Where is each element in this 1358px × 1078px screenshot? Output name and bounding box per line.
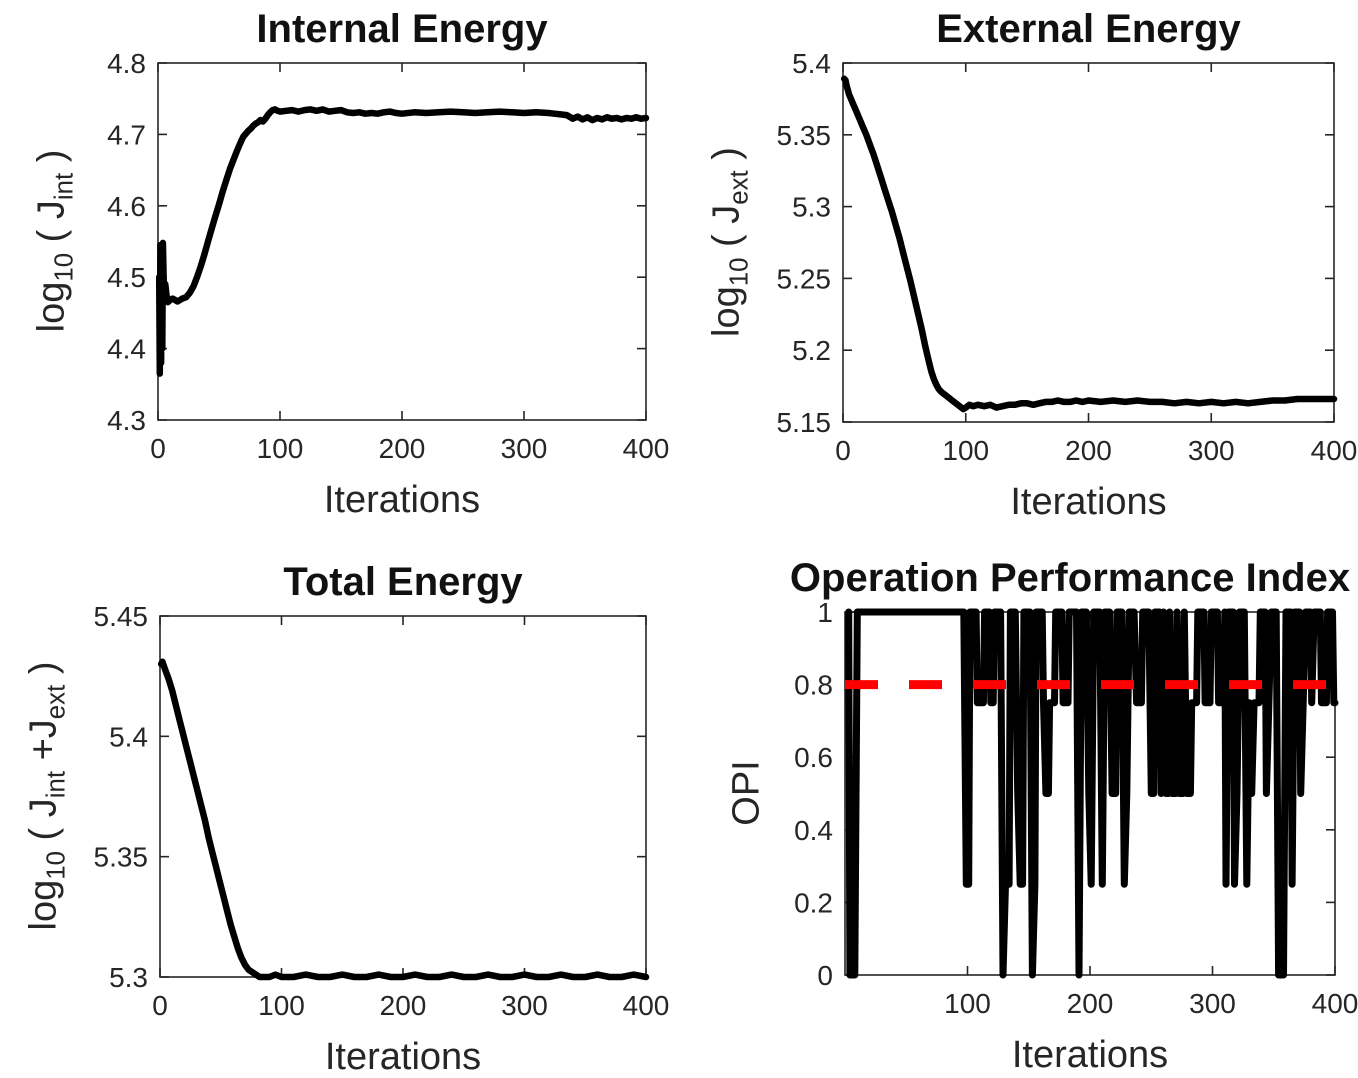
subplot-internal-energy: Internal Energy log10 ( Jint ) Iteration… [0, 0, 679, 539]
chart-title: External Energy [936, 7, 1241, 51]
y-tick-label: 4.7 [107, 119, 146, 150]
y-tick-label: 4.4 [107, 334, 146, 365]
data-curve [155, 106, 650, 377]
data-curve [157, 658, 650, 981]
y-tick-label: 5.35 [777, 120, 832, 151]
y-tick-label: 0 [817, 960, 833, 991]
x-tick-label: 0 [152, 990, 168, 1021]
y-tick-label: 5.45 [94, 601, 149, 632]
y-tick-label: 4.5 [107, 262, 146, 293]
plot-area: 100 200 300 400 0 0.2 0.4 0.6 0.8 1 [794, 597, 1358, 1019]
x-tick-label: 0 [835, 435, 851, 466]
data-curve [845, 608, 1339, 979]
x-tick-label: 400 [1312, 988, 1358, 1019]
x-tick-label: 300 [1189, 988, 1236, 1019]
subplot-external-energy: External Energy log10 ( Jext ) Iteration… [679, 0, 1358, 539]
y-tick-label: 4.3 [107, 405, 146, 436]
subplot-total-energy: Total Energy log10 ( Jint +Jext ) Iterat… [0, 539, 679, 1078]
x-tick-label: 400 [623, 433, 670, 464]
x-tick-label: 400 [623, 990, 670, 1021]
x-tick-label: 400 [1311, 435, 1358, 466]
y-tick-label: 5.15 [777, 407, 832, 438]
x-tick-label: 100 [944, 988, 991, 1019]
plot-area: 0 100 200 300 400 5.3 5.35 5.4 5.45 [94, 601, 670, 1021]
x-tick-label: 300 [501, 433, 548, 464]
y-tick-label: 0.8 [794, 670, 833, 701]
x-tick-label: 300 [1188, 435, 1235, 466]
y-tick-label: 5.25 [777, 263, 832, 294]
subplot-opi: Operation Performance Index OPI Iteratio… [679, 539, 1358, 1078]
y-tick-label: 0.4 [794, 815, 833, 846]
y-tick-label: 4.8 [107, 48, 146, 79]
y-tick-label: 5.35 [94, 842, 149, 873]
y-tick-label: 5.4 [792, 48, 831, 79]
x-axis-label: Iterations [323, 479, 481, 521]
y-tick-label: 0.2 [794, 887, 833, 918]
chart-title: Internal Energy [256, 7, 548, 51]
data-curve [840, 75, 1338, 413]
x-tick-label: 100 [258, 990, 305, 1021]
x-axis-label: Iterations [1011, 1034, 1169, 1076]
y-tick-label: 5.3 [792, 192, 831, 223]
x-tick-label: 200 [1067, 988, 1114, 1019]
y-tick-label: 5.4 [109, 721, 148, 752]
x-tick-label: 200 [379, 433, 426, 464]
y-tick-label: 4.6 [107, 191, 146, 222]
x-tick-label: 200 [1065, 435, 1112, 466]
x-axis-label: Iterations [324, 1036, 482, 1078]
x-axis-label: Iterations [1010, 481, 1167, 523]
chart-title: Total Energy [283, 560, 523, 604]
x-tick-label: 100 [942, 435, 989, 466]
y-tick-label: 5.2 [792, 335, 831, 366]
plot-area: 0 100 200 300 400 5.15 5.2 5.25 5.3 5.35 5.4 [777, 48, 1358, 466]
plot-area: 0 100 200 300 400 4.3 4.4 4.5 4.6 4.7 4.8 [107, 48, 670, 464]
plot-box [842, 62, 1335, 423]
y-tick-label: 1 [817, 597, 833, 628]
x-tick-label: 200 [380, 990, 427, 1021]
x-tick-label: 300 [501, 990, 548, 1021]
x-tick-label: 0 [150, 433, 166, 464]
x-tick-label: 100 [257, 433, 304, 464]
chart-title: Operation Performance Index [789, 556, 1351, 600]
y-tick-label: 5.3 [109, 962, 148, 993]
y-tick-label: 0.6 [794, 742, 833, 773]
